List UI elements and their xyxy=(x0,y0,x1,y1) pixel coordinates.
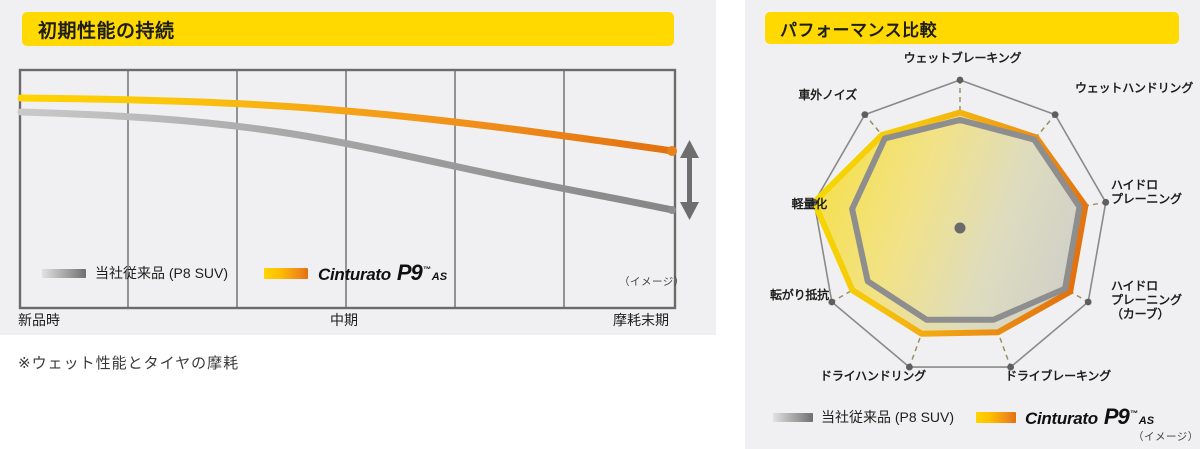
x-axis-label-new: 新品時 xyxy=(18,312,60,328)
series-line-new-product xyxy=(17,94,676,155)
wordmark-trademark: ™ xyxy=(1129,409,1138,418)
endpoint-new-product xyxy=(667,146,677,156)
right-chart-image-note: （イメージ） xyxy=(1133,431,1199,443)
legend-swatch-old-product xyxy=(42,268,86,278)
performance-radar-chart: ウェットブレーキング ウェットハンドリング ハイドロ プレーニング ハイドロ プ… xyxy=(745,46,1200,396)
radar-series-old-product xyxy=(849,116,1083,323)
legend-swatch-old-product xyxy=(773,412,813,422)
left-panel: 初期性能の持続 xyxy=(0,0,716,335)
wordmark-suffix: AS xyxy=(1138,415,1155,427)
radar-label-exterior-noise: 車外ノイズ xyxy=(798,88,857,102)
legend-swatch-new-product xyxy=(976,411,1017,423)
wordmark-brand: Cinturato xyxy=(1025,409,1098,428)
radar-label-dry-handling: ドライハンドリング xyxy=(820,369,926,383)
legend-wordmark-cinturato-p9: Cinturato P9 ™ AS xyxy=(1025,404,1154,430)
right-chart-legend: 当社従来品 (P8 SUV) Cinturato P9 ™ AS xyxy=(773,404,1154,430)
wet-performance-footnote: ※ウェット性能とタイヤの摩耗 xyxy=(18,355,240,372)
left-panel-title: 初期性能の持続 xyxy=(22,12,674,46)
durability-line-chart xyxy=(17,68,699,310)
x-axis-label-worn-out: 摩耗末期 xyxy=(613,312,669,328)
radar-label-weight-reduction: 軽量化 xyxy=(791,197,828,211)
radar-label-dry-braking: ドライブレーキング xyxy=(1005,369,1111,383)
wordmark-model: P9 xyxy=(396,260,423,285)
chart-axes xyxy=(18,68,677,310)
wordmark-trademark: ™ xyxy=(422,265,431,274)
radar-label-wet-braking: ウェットブレーキング xyxy=(903,51,1022,65)
radar-label-rolling-resistance: 転がり抵抗 xyxy=(769,288,829,302)
radar-axis-polygon xyxy=(813,79,1107,368)
left-chart-legend: 当社従来品 (P8 SUV) Cinturato P9 ™ AS xyxy=(42,260,447,286)
radar-vertex-markers xyxy=(810,76,1110,371)
radar-center-hub xyxy=(954,222,966,234)
endpoint-old-product xyxy=(668,206,676,214)
right-panel-title: パフォーマンス比較 xyxy=(765,12,1179,44)
wordmark-brand: Cinturato xyxy=(318,265,391,284)
radar-label-hydroplaning-curve: ハイドロ プレーニング （カーブ） xyxy=(1111,279,1182,321)
series-line-old-product xyxy=(17,108,676,214)
legend-label-old-product: 当社従来品 (P8 SUV) xyxy=(821,409,955,425)
legend-swatch-new-product xyxy=(264,267,309,279)
performance-gap-arrow xyxy=(680,140,699,220)
right-panel: パフォーマンス比較 xyxy=(745,0,1200,449)
left-chart-image-note: （イメージ） xyxy=(619,276,685,288)
chart-gridlines xyxy=(127,70,565,308)
wordmark-model: P9 xyxy=(1103,404,1130,429)
radar-label-hydroplaning: ハイドロ プレーニング xyxy=(1111,178,1182,206)
radar-series-new-product xyxy=(811,109,1089,337)
legend-label-old-product: 当社従来品 (P8 SUV) xyxy=(95,265,229,281)
legend-wordmark-cinturato-p9: Cinturato P9 ™ AS xyxy=(318,260,447,286)
x-axis-label-mid: 中期 xyxy=(330,312,358,328)
radar-label-wet-handling: ウェットハンドリング xyxy=(1075,81,1194,95)
wordmark-suffix: AS xyxy=(431,271,448,283)
